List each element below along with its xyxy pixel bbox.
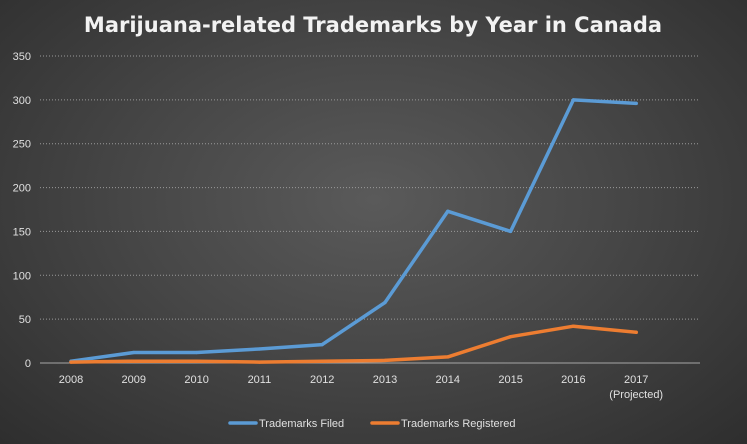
series-line-trademarks-registered	[69, 324, 638, 364]
data-point-trademarks-registered-2014	[446, 355, 450, 359]
y-tick-label-50: 50	[19, 314, 31, 326]
data-point-trademarks-registered-2013	[383, 358, 387, 362]
data-point-trademarks-registered-2008	[69, 360, 73, 364]
data-point-trademarks-filed-2017	[634, 101, 638, 105]
x-tick-label-2013: 2013	[373, 374, 397, 386]
chart-title: Marijuana-related Trademarks by Year in …	[84, 13, 662, 37]
data-point-trademarks-registered-2012	[320, 359, 324, 363]
x-tick-label-2014: 2014	[436, 374, 460, 386]
series-lines	[69, 98, 638, 364]
gridlines	[40, 55, 700, 364]
x-tick-label-2009: 2009	[122, 374, 146, 386]
y-tick-label-150: 150	[13, 226, 31, 238]
data-point-trademarks-filed-2012	[320, 342, 324, 347]
x-tick-label-2015: 2015	[498, 374, 522, 386]
data-point-trademarks-registered-2016	[571, 324, 576, 328]
data-point-trademarks-filed-2015	[509, 229, 513, 234]
data-point-trademarks-registered-2015	[509, 335, 513, 339]
x-tick-label-2010: 2010	[184, 374, 208, 386]
y-tick-label-100: 100	[13, 270, 31, 282]
x-tick-label-2008: 2008	[59, 374, 83, 386]
data-point-trademarks-filed-2014	[446, 209, 450, 213]
data-point-trademarks-registered-2011	[257, 360, 261, 364]
x-tick-label-2011: 2011	[248, 374, 272, 386]
y-tick-label-200: 200	[13, 183, 31, 195]
data-point-trademarks-filed-2013	[383, 300, 387, 305]
y-tick-label-300: 300	[13, 95, 31, 107]
data-point-trademarks-registered-2010	[195, 359, 199, 363]
series-line-trademarks-filed	[69, 98, 638, 363]
data-point-trademarks-registered-2017	[634, 330, 638, 334]
legend: Trademarks Filed Trademarks Registered	[228, 418, 516, 430]
x-tick-sublabel-2017: (Projected)	[609, 389, 663, 401]
data-point-trademarks-registered-2009	[132, 359, 136, 363]
data-point-trademarks-filed-2011	[257, 347, 261, 351]
legend-label-trademarks-filed: Trademarks Filed	[259, 418, 344, 430]
y-tick-label-0: 0	[25, 358, 31, 370]
data-point-trademarks-filed-2010	[195, 350, 199, 355]
y-tick-label-350: 350	[13, 51, 31, 63]
y-axis-ticks: 0 50 100 150 200 250 300 350	[13, 51, 31, 370]
data-point-trademarks-filed-2016	[571, 98, 576, 102]
data-point-trademarks-filed-2009	[132, 350, 136, 355]
x-tick-label-2012: 2012	[310, 374, 334, 386]
legend-label-trademarks-registered: Trademarks Registered	[401, 418, 516, 430]
x-tick-label-2016: 2016	[561, 374, 585, 386]
y-tick-label-250: 250	[13, 139, 31, 151]
x-tick-label-2017: 2017	[624, 374, 648, 386]
x-axis-ticks: 2008 2009 2010 2011 2012 2013 2014 2015 2016 2017…	[59, 374, 663, 401]
